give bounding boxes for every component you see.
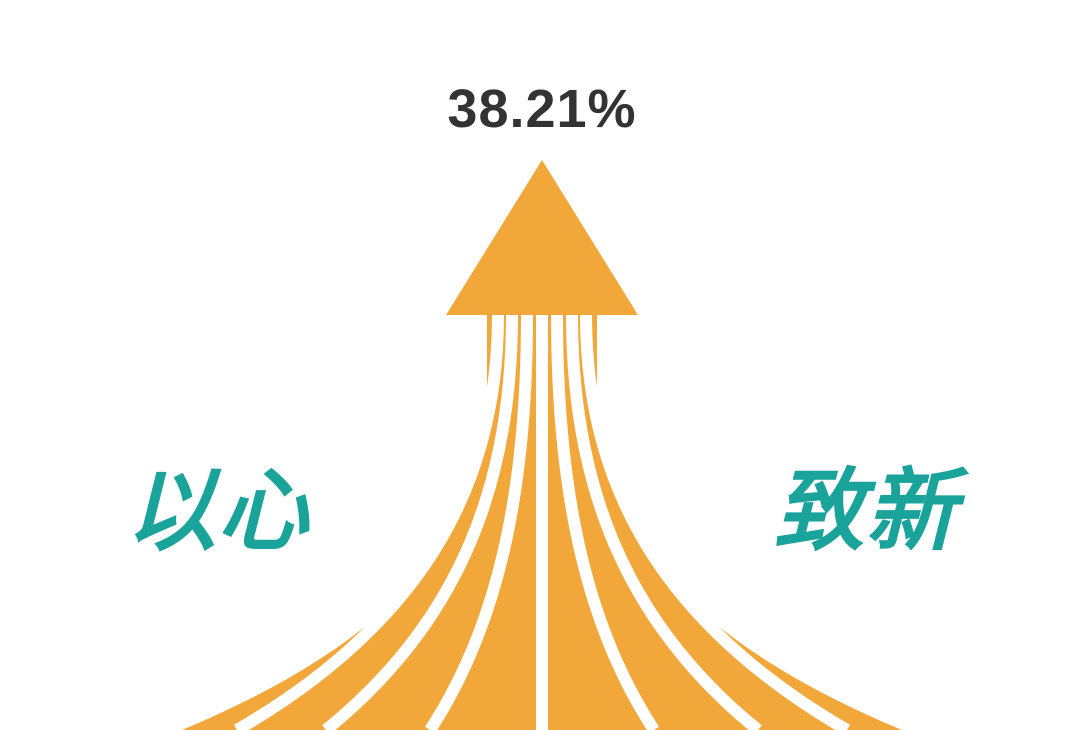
arrow-stripe-gaps <box>237 315 847 730</box>
slogan-right: 致新 <box>774 438 958 568</box>
arrow-head <box>446 160 638 315</box>
slogan-left: 以心 <box>126 438 310 568</box>
percentage-value: 38.21% <box>447 78 636 140</box>
